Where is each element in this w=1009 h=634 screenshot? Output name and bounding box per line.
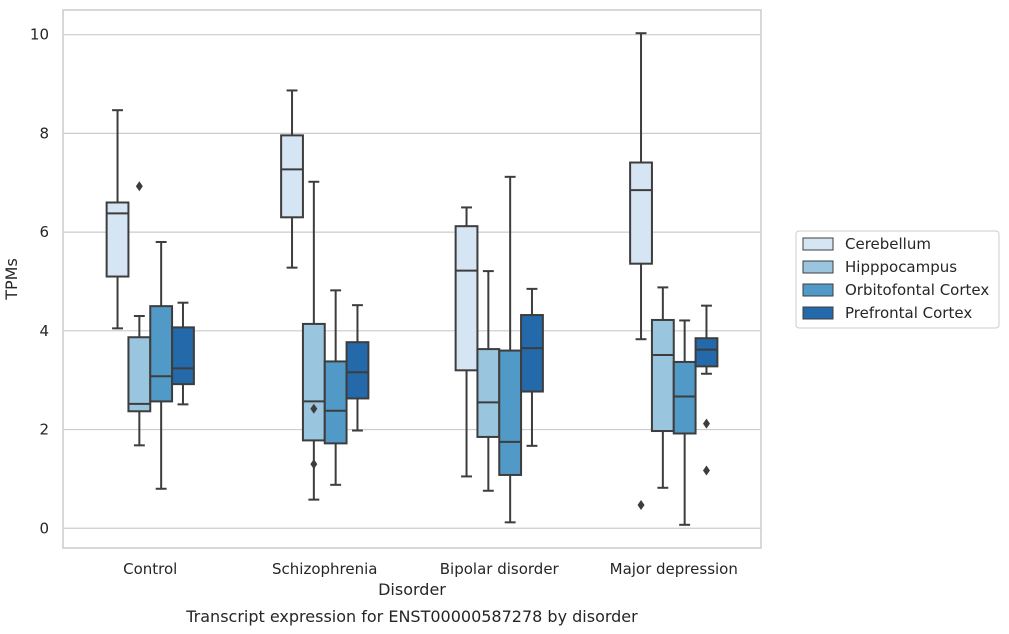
box-hipppocampus bbox=[301, 180, 326, 501]
y-tick-label: 2 bbox=[39, 421, 49, 439]
box-body bbox=[476, 348, 501, 438]
box-hipppocampus bbox=[650, 286, 675, 489]
box-cerebellum bbox=[105, 109, 130, 330]
x-tick-label: Major depression bbox=[610, 560, 738, 578]
y-tick-labels: 0 2 4 6 8 10 bbox=[30, 26, 49, 538]
outlier-point bbox=[702, 465, 710, 476]
y-tick-label: 6 bbox=[39, 223, 49, 241]
box-body bbox=[345, 341, 370, 400]
x-tick-label: Control bbox=[123, 560, 177, 578]
box-body bbox=[323, 360, 348, 445]
box-body bbox=[301, 322, 326, 442]
box-body bbox=[171, 326, 195, 386]
y-tick-label: 0 bbox=[39, 519, 49, 537]
legend-label: Orbitofontal Cortex bbox=[845, 281, 989, 299]
box-body bbox=[149, 305, 174, 403]
box-body bbox=[694, 337, 719, 368]
outlier-point bbox=[702, 418, 710, 429]
box-prefrontal-cortex bbox=[171, 301, 195, 406]
box-orbitofontal-cortex bbox=[498, 175, 523, 524]
x-tick-label: Bipolar disorder bbox=[440, 560, 560, 578]
box-prefrontal-cortex bbox=[520, 287, 544, 447]
x-tick-labels: Control Schizophrenia Bipolar disorder Majo… bbox=[123, 560, 738, 578]
outlier-point bbox=[310, 459, 318, 470]
box-orbitofontal-cortex bbox=[672, 319, 697, 526]
legend-label: Hipppocampus bbox=[845, 258, 957, 276]
outlier-point bbox=[135, 181, 143, 192]
box-body bbox=[629, 161, 653, 265]
plot-area-frame bbox=[62, 9, 762, 549]
box-orbitofontal-cortex bbox=[323, 289, 348, 486]
x-tick-label: Schizophrenia bbox=[272, 560, 377, 578]
box-body bbox=[520, 314, 544, 393]
box-cerebellum bbox=[629, 32, 653, 511]
legend-label: Cerebellum bbox=[845, 235, 931, 253]
legend-swatch bbox=[802, 260, 834, 274]
box-body bbox=[650, 318, 675, 433]
legend: Cerebellum Hipppocampus Orbitofontal Corte… bbox=[795, 230, 1000, 329]
legend-swatch bbox=[802, 237, 834, 251]
box-body bbox=[672, 360, 697, 435]
box-prefrontal-cortex bbox=[345, 304, 370, 432]
box-body bbox=[105, 201, 130, 278]
boxes-group bbox=[105, 32, 719, 526]
box-orbitofontal-cortex bbox=[149, 240, 174, 490]
box-cerebellum bbox=[280, 89, 304, 269]
outlier-point bbox=[637, 500, 645, 511]
y-tick-label: 10 bbox=[30, 26, 49, 44]
box-body bbox=[280, 134, 304, 219]
y-tick-label: 8 bbox=[39, 124, 49, 142]
x-axis-label: Disorder bbox=[378, 580, 446, 599]
y-axis-label: TPMs bbox=[2, 258, 21, 301]
outlier-point bbox=[310, 403, 318, 414]
box-prefrontal-cortex bbox=[694, 304, 719, 476]
figure-caption: Transcript expression for ENST0000058727… bbox=[185, 607, 638, 626]
legend-frame bbox=[795, 230, 1000, 329]
box-body bbox=[454, 225, 479, 372]
legend-swatch bbox=[802, 283, 834, 297]
box-body bbox=[127, 336, 152, 413]
legend-swatch bbox=[802, 306, 834, 320]
box-cerebellum bbox=[454, 206, 479, 478]
box-body bbox=[498, 349, 523, 476]
legend-label: Prefrontal Cortex bbox=[845, 304, 972, 322]
y-tick-label: 4 bbox=[39, 322, 49, 340]
